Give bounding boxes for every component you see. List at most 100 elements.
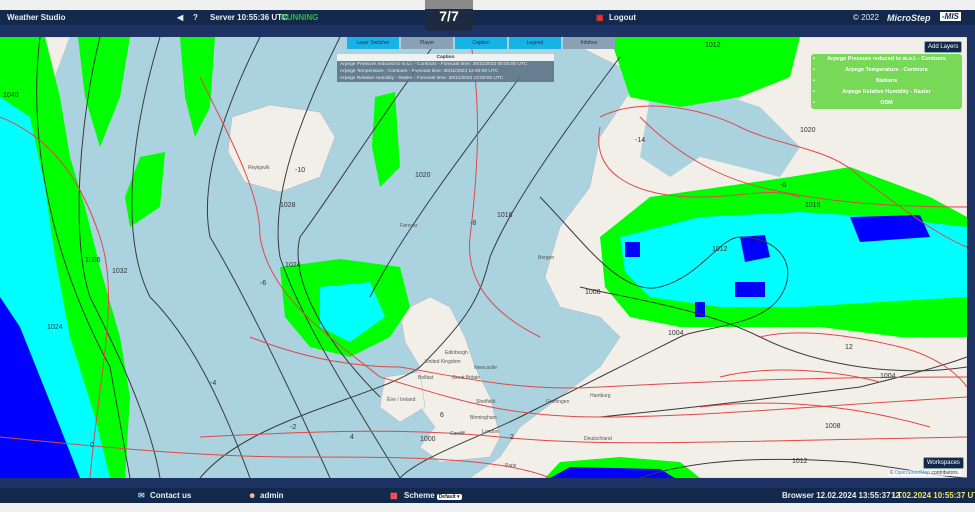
place-label: Birmingham [470, 415, 497, 421]
caption-line: Arpege Pressure reduced to m.s.l. - Cont… [340, 62, 528, 67]
workspaces-button[interactable]: Workspaces [923, 457, 964, 469]
map-attribution: © OpenStreetMap contributors. [887, 470, 961, 476]
pressure-label: 1020 [800, 127, 816, 134]
back-button[interactable]: ◀ [177, 13, 184, 22]
attribution-prefix: © [889, 470, 894, 476]
temperature-label: -8 [470, 220, 476, 227]
tab-layer-switcher[interactable]: Layer Switcher [347, 37, 399, 49]
weather-map: 1040 1036 1032 1028 1024 1020 1016 1012 … [0, 37, 967, 478]
temperature-label: -10 [295, 167, 305, 174]
place-label: Edinburgh [445, 350, 468, 356]
layer-item[interactable]: Stations [811, 76, 962, 87]
place-label: Paris [505, 463, 517, 469]
pressure-label: 1024 [47, 324, 63, 331]
layer-item[interactable]: Arpege Temperature - Contours [811, 65, 962, 76]
pressure-label: 1012 [705, 42, 721, 49]
place-label: Hamburg [590, 393, 611, 399]
place-label: Newcastle [474, 365, 497, 371]
layer-item[interactable]: OSM [811, 98, 962, 109]
osm-link[interactable]: OpenStreetMap [894, 470, 931, 476]
browser-time: Browser 12.02.2024 13:55:37 LT [782, 491, 902, 500]
temperature-label: 6 [440, 412, 444, 419]
tab-legend[interactable]: Legend [509, 37, 561, 49]
pressure-label: 1016 [497, 212, 513, 219]
temperature-label: -14 [635, 137, 645, 144]
pressure-label: 1016 [805, 202, 821, 209]
footer-band [0, 478, 975, 488]
help-button[interactable]: ? [193, 13, 198, 22]
temperature-label: -6 [260, 280, 266, 287]
layer-item[interactable]: Arpege Pressure reduced to m.s.l. - Cont… [811, 54, 962, 65]
scheme-label: Scheme Default ▾ [404, 491, 462, 500]
scheme-icon: ▩ [390, 491, 398, 500]
pressure-label: 1012 [792, 458, 808, 465]
pressure-label: 1028 [280, 202, 296, 209]
pressure-label: 1020 [415, 172, 431, 179]
map-right-edge [967, 37, 975, 478]
place-label: Belfast [418, 375, 434, 381]
copyright: © 2022 [853, 13, 879, 22]
pressure-contours [36, 37, 967, 478]
temperature-label: -6 [780, 182, 786, 189]
place-label: United Kingdom [425, 359, 461, 365]
place-label: London [482, 429, 499, 435]
server-time: Server 10:55:36 UTC [210, 13, 288, 22]
place-label: Reykjavík [248, 165, 270, 171]
caption-panel: Caption Arpege Pressure reduced to m.s.l… [337, 54, 554, 82]
place-label: Deutschland [584, 436, 612, 442]
layer-list: Arpege Pressure reduced to m.s.l. - Cont… [811, 54, 962, 109]
app-title: Weather Studio [7, 13, 66, 22]
logout-button[interactable]: Logout [609, 13, 637, 22]
user-name[interactable]: admin [260, 491, 284, 500]
contact-icon: ✉ [138, 491, 145, 500]
brand-logo-suffix: -MIS [940, 12, 961, 21]
pressure-label: 1012 [712, 246, 728, 253]
pressure-label: 1040 [3, 92, 19, 99]
temperature-label: 12 [845, 344, 853, 351]
attribution-suffix: contributors. [931, 470, 959, 476]
brand-logo: MicroStep [887, 13, 931, 23]
tab-player[interactable]: Player [401, 37, 453, 49]
scheme-select[interactable]: Default ▾ [436, 494, 462, 500]
scheme-value: Default [438, 494, 456, 500]
footer-bar: ✉ Contact us ☻ admin ▩ Scheme Default ▾ B… [0, 488, 975, 503]
temperature-label: 4 [350, 434, 354, 441]
temperature-label: -2 [290, 424, 296, 431]
temperature-label: 2 [510, 434, 514, 441]
tab-caption[interactable]: Caption [455, 37, 507, 49]
pressure-label: 1004 [668, 330, 684, 337]
contact-link[interactable]: Contact us [150, 491, 192, 500]
pressure-label: 1004 [880, 373, 896, 380]
pressure-label: 1008 [585, 289, 601, 296]
pressure-label: 1024 [285, 262, 301, 269]
temperature-label: 0 [90, 442, 94, 449]
header-bar: Weather Studio ◀ ? Server 10:55:36 UTC R… [0, 10, 975, 25]
place-label: Bergen [538, 255, 554, 261]
caption-line: Arpege Relative Humidity - Raster - Fore… [340, 76, 504, 81]
place-label: Sheffield [476, 399, 496, 405]
utc-time: 12.02.2024 10:55:37 UTC [891, 491, 975, 500]
humidity-raster [0, 37, 967, 478]
caption-line: Arpege Temperature - Contours - Forecast… [340, 69, 499, 74]
frame-counter: 7/7 [425, 0, 473, 31]
temperature-contours [0, 37, 967, 478]
logout-icon: ▣ [596, 13, 604, 22]
place-label: Éire / Ireland [387, 396, 416, 403]
scheme-label-text: Scheme [404, 491, 435, 500]
window-top [0, 0, 975, 10]
place-label: Great Britain [452, 375, 480, 381]
server-status: RUNNING [281, 13, 319, 22]
place-label: Groningen [546, 399, 570, 405]
layer-item[interactable]: Arpege Relative Humidity - Raster [811, 87, 962, 98]
add-layers-button[interactable]: Add Layers [924, 41, 963, 53]
place-label: Føroyar [400, 223, 418, 229]
caption-title: Caption [337, 54, 554, 61]
panel-tabs: Layer Switcher Player Caption Legend Inf… [347, 37, 615, 49]
user-icon: ☻ [248, 491, 257, 500]
temperature-label: -4 [210, 380, 216, 387]
tab-infobox[interactable]: Infobox [563, 37, 615, 49]
map-canvas[interactable]: 1040 1036 1032 1028 1024 1020 1016 1012 … [0, 37, 967, 478]
pressure-label: 1000 [420, 436, 436, 443]
pressure-label: 1032 [112, 268, 128, 275]
baltic-sea [640, 87, 800, 177]
